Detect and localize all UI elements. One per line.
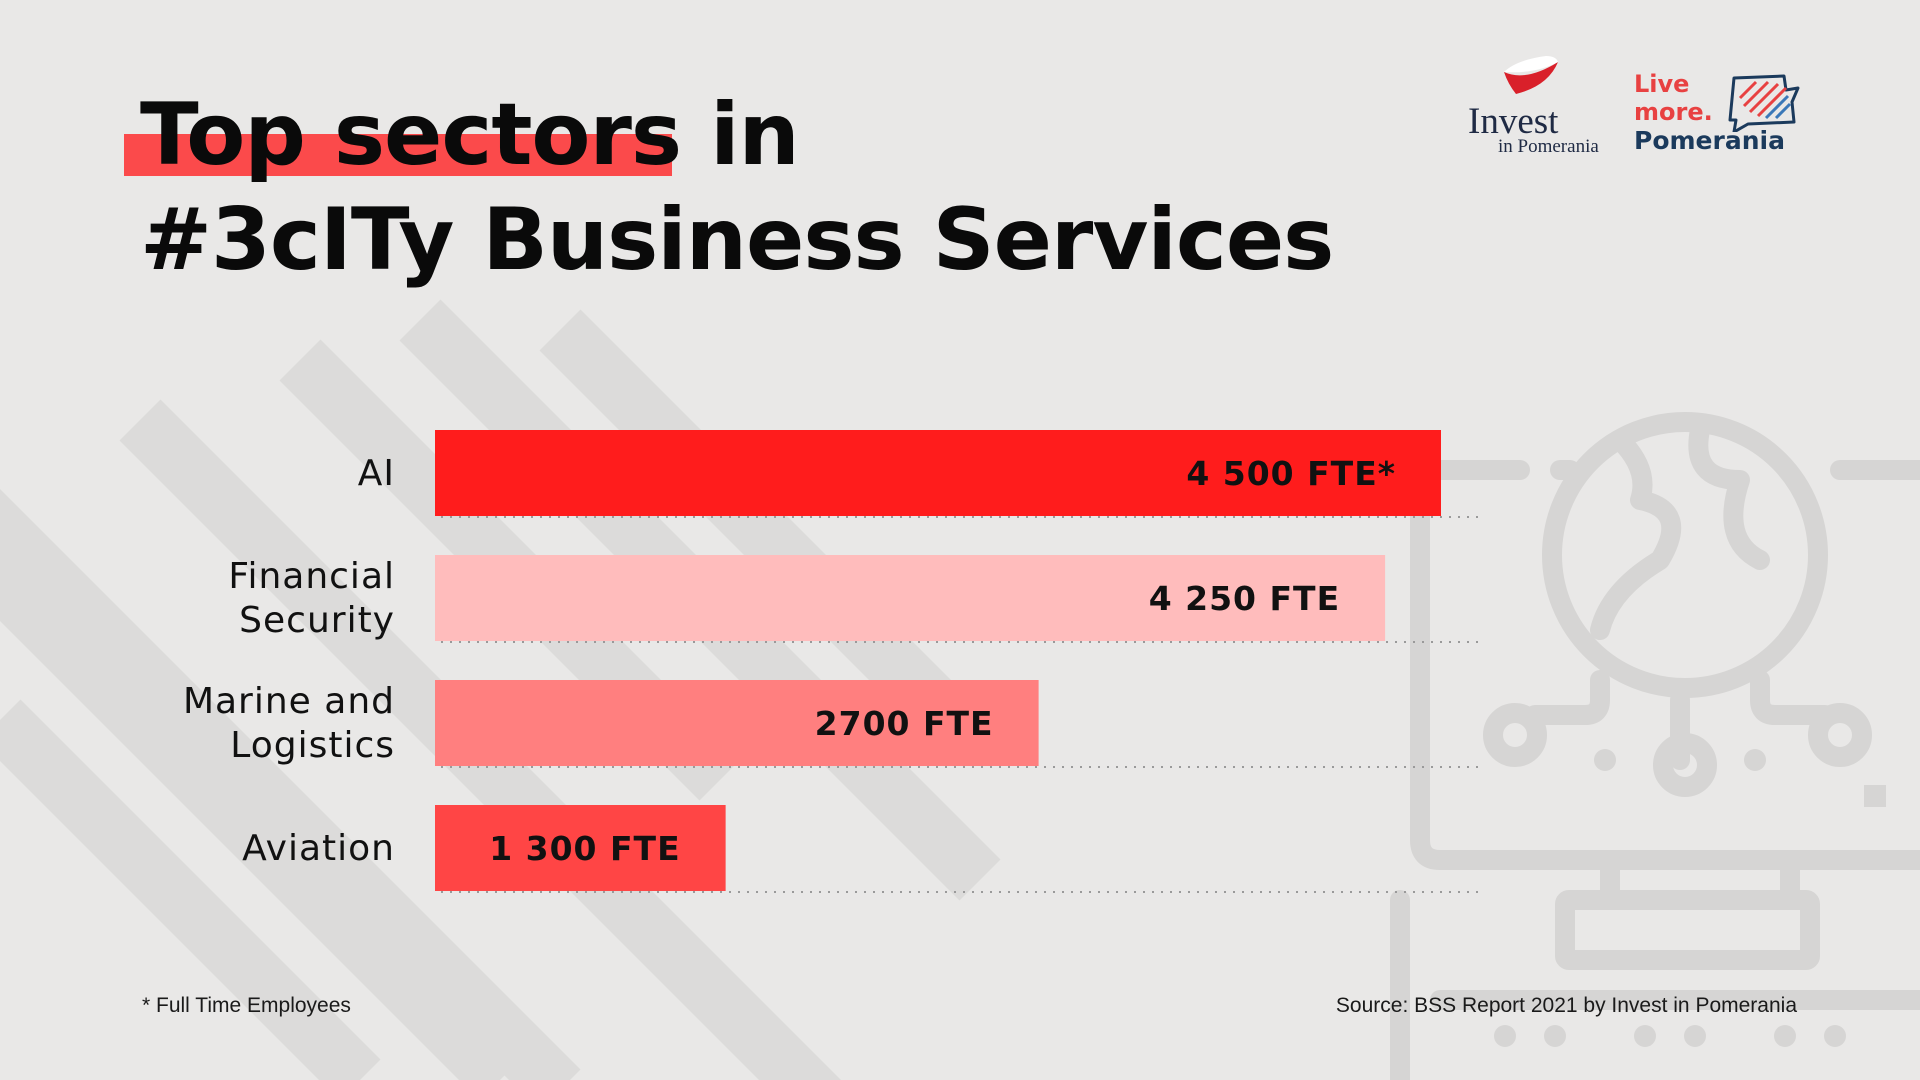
invest-logo-word: Invest bbox=[1468, 101, 1559, 142]
category-label: AI bbox=[358, 453, 395, 494]
page-title-line-1: Top sectors in bbox=[140, 92, 800, 178]
page-title-line-2: #3cITy Business Services bbox=[140, 190, 1334, 290]
live-more-line-2: more. bbox=[1634, 98, 1713, 126]
bar-financial-security bbox=[435, 555, 1386, 641]
title-highlighted-text: Top sectors bbox=[140, 85, 682, 185]
bar-value-label: 1 300 FTE bbox=[489, 829, 680, 868]
red-flag-icon bbox=[1504, 56, 1558, 94]
live-more-line-1: Live bbox=[1634, 70, 1690, 98]
bar-aviation bbox=[435, 805, 726, 891]
keyboard-dots bbox=[1494, 749, 1886, 1047]
bar-value-label: 2700 FTE bbox=[815, 704, 994, 743]
footnote: * Full Time Employees bbox=[142, 994, 351, 1017]
bar-value-label: 4 250 FTE bbox=[1149, 579, 1340, 618]
bar-ai bbox=[435, 430, 1441, 516]
source-note: Source: BSS Report 2021 by Invest in Pom… bbox=[1335, 994, 1797, 1017]
title-rest-text: in bbox=[681, 85, 800, 185]
bar-marine-and-logistics bbox=[435, 680, 1039, 766]
category-label: Security bbox=[239, 600, 395, 641]
bar-value-label: 4 500 FTE* bbox=[1186, 454, 1396, 493]
category-label: Financial bbox=[228, 556, 395, 597]
category-label: Marine and bbox=[183, 681, 395, 722]
globe-computer-icon bbox=[1390, 412, 1920, 1080]
live-more-pomerania-logo: Live more. Pomerania bbox=[1634, 66, 1809, 166]
title-highlight-bar bbox=[124, 134, 672, 176]
live-more-line-3: Pomerania bbox=[1634, 126, 1785, 155]
category-label: Logistics bbox=[230, 725, 395, 766]
category-label: Aviation bbox=[242, 828, 395, 869]
invest-logo-sub: in Pomerania bbox=[1498, 136, 1599, 157]
invest-in-pomerania-logo: Invest in Pomerania bbox=[1462, 52, 1612, 162]
speech-bubble-icon bbox=[1728, 74, 1800, 132]
